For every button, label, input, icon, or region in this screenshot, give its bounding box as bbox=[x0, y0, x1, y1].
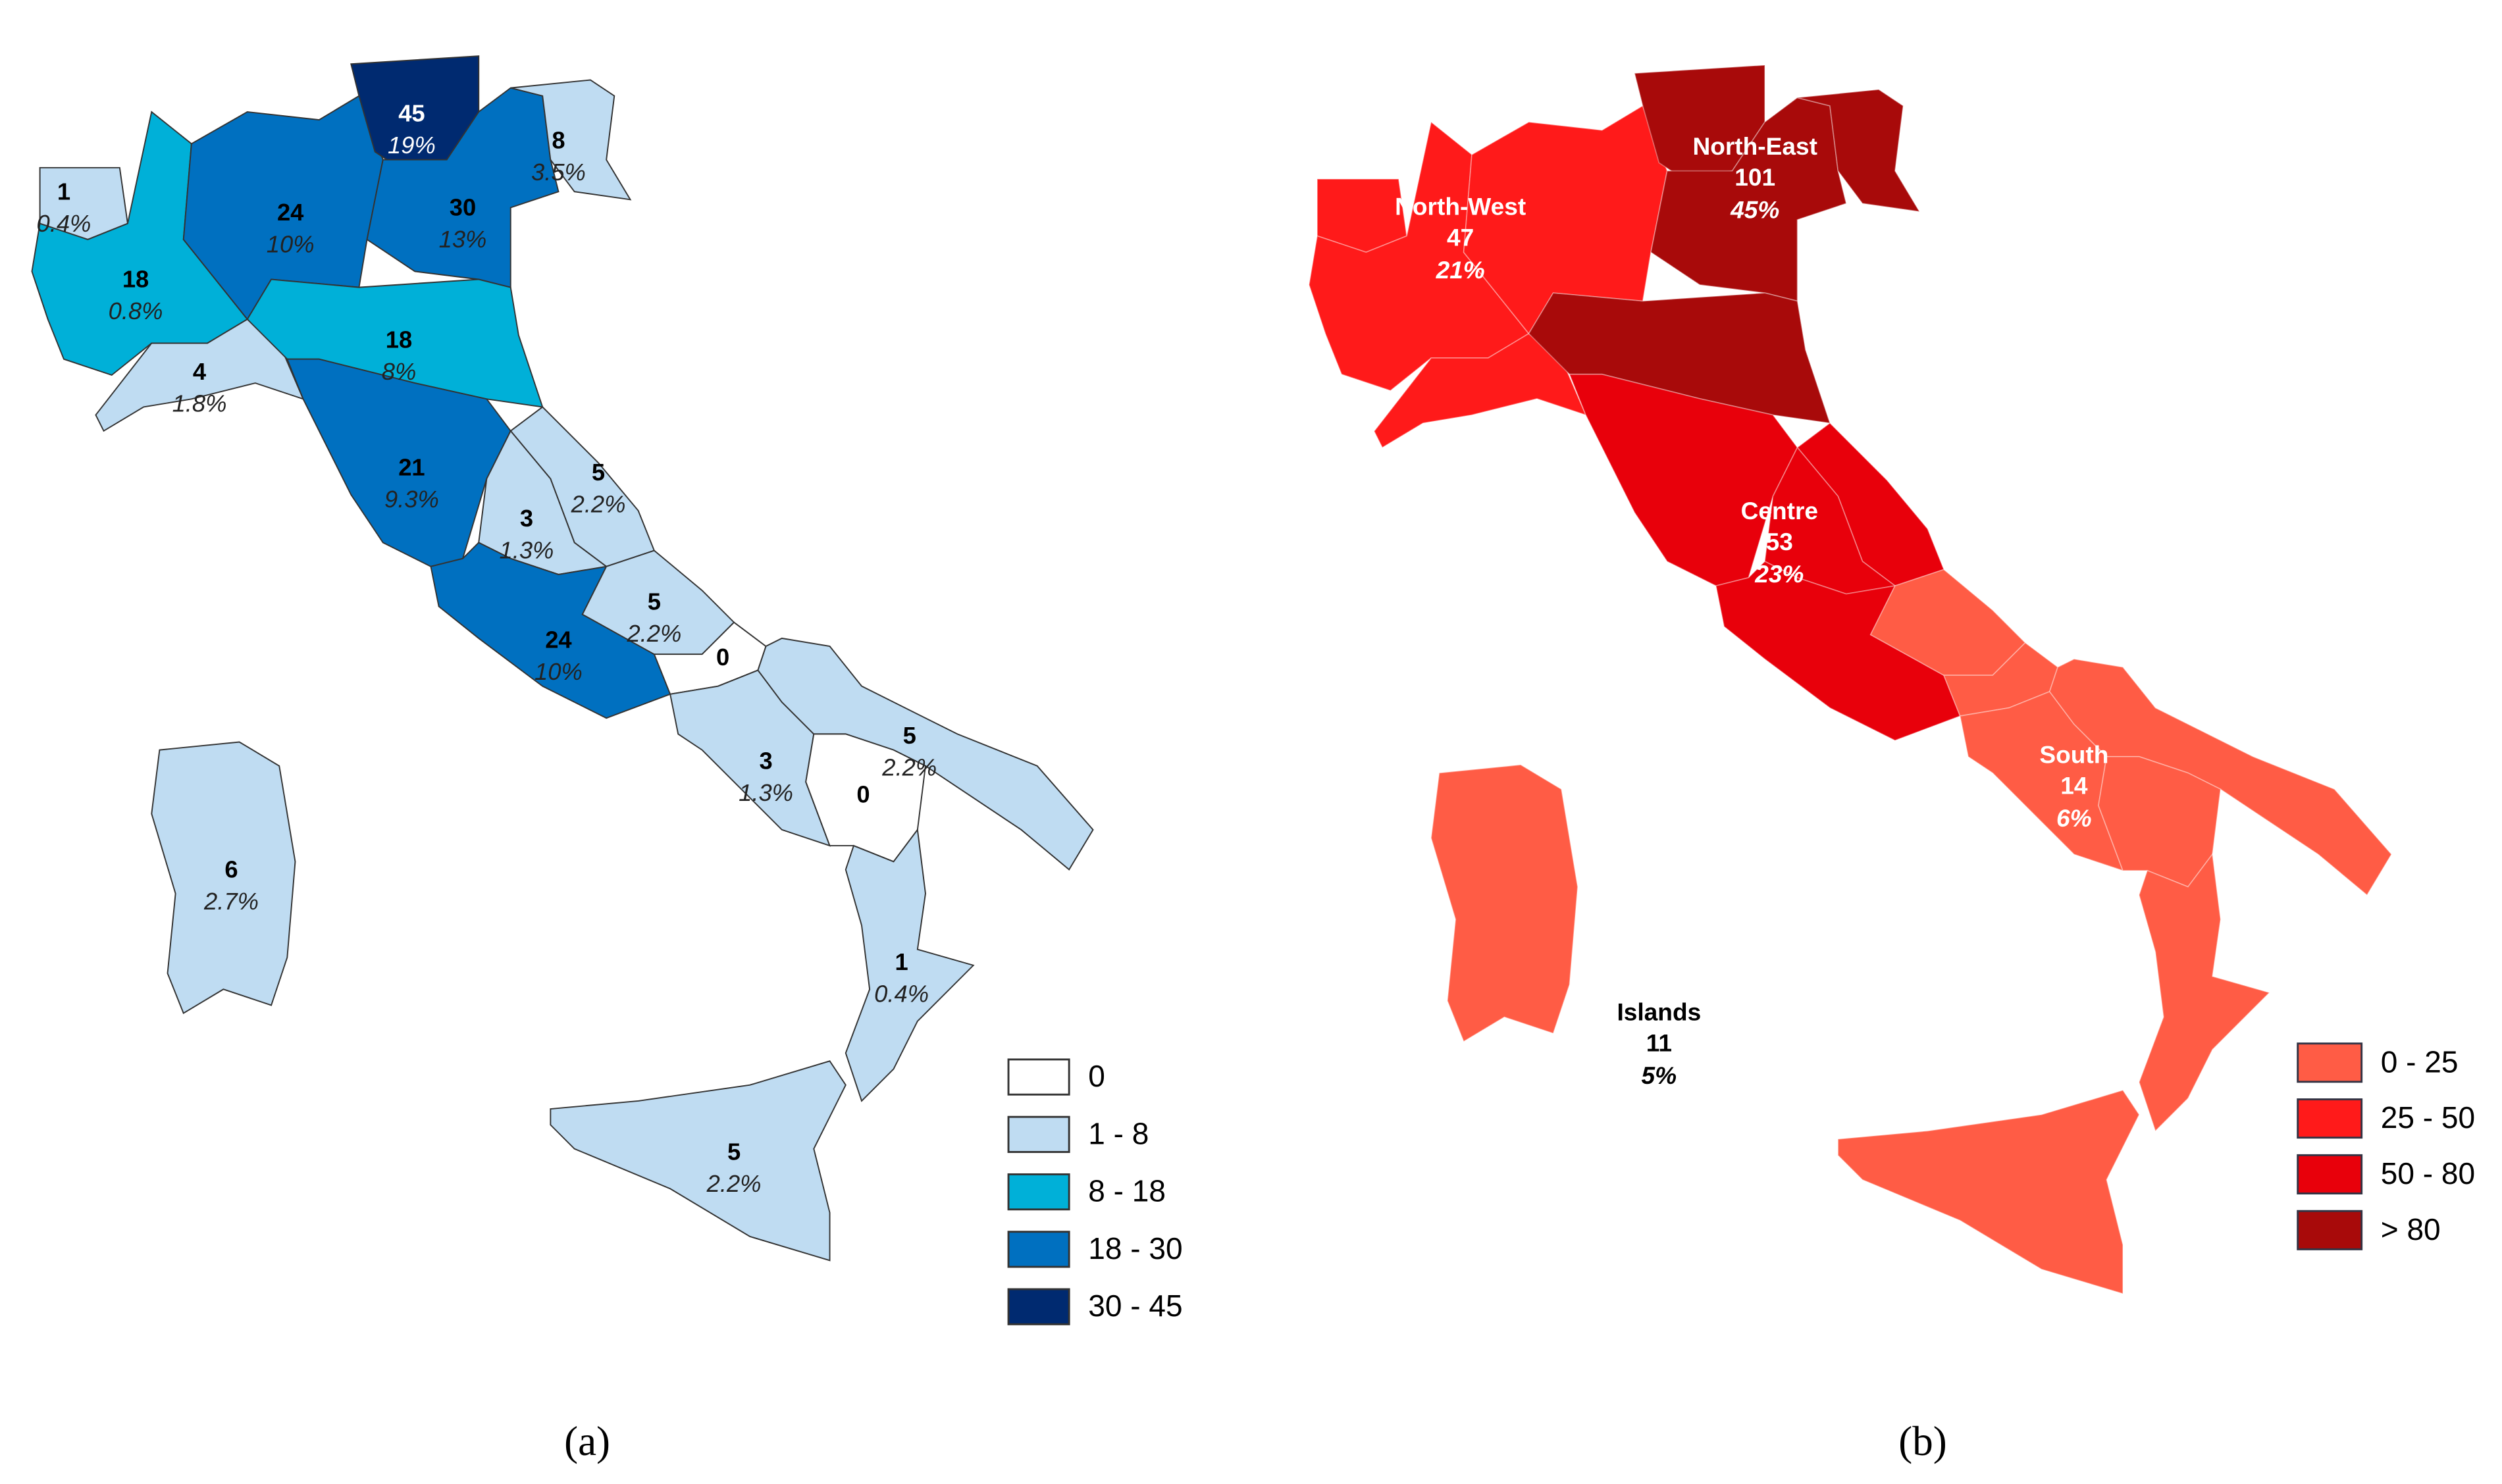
region-count: 45 bbox=[398, 100, 425, 127]
region bbox=[510, 79, 632, 201]
region-count: 5 bbox=[903, 722, 916, 749]
region-count: 14 bbox=[2060, 772, 2088, 800]
region-share: 45% bbox=[1730, 195, 1779, 223]
region-share: 1.3% bbox=[500, 537, 554, 564]
legend-label: > 80 bbox=[2381, 1212, 2441, 1246]
region-share: 10% bbox=[534, 658, 583, 685]
region bbox=[1797, 89, 1921, 213]
region bbox=[151, 741, 296, 1015]
region-count: 4 bbox=[193, 358, 207, 385]
region-share: 21% bbox=[1436, 256, 1485, 284]
region-share: 2.2% bbox=[881, 754, 937, 780]
region-name: North-West bbox=[1395, 192, 1526, 220]
region-share: 10% bbox=[267, 230, 315, 257]
region-count: 53 bbox=[1766, 528, 1793, 555]
region bbox=[1430, 764, 1578, 1042]
region bbox=[1837, 1089, 2140, 1294]
region-share: 19% bbox=[388, 132, 436, 159]
region-count: 5 bbox=[727, 1139, 741, 1165]
region-share: 5% bbox=[1642, 1062, 1677, 1089]
region bbox=[845, 828, 975, 1102]
region-count: 30 bbox=[450, 194, 476, 221]
legend-label: 8 - 18 bbox=[1088, 1174, 1166, 1208]
map-b: North-West 47 21% North-East 101 45% Centre 53 2… bbox=[1308, 64, 2393, 1294]
region-count: 3 bbox=[520, 505, 533, 532]
region-share: 8% bbox=[382, 358, 417, 385]
region-share: 3.5% bbox=[531, 159, 586, 186]
region-count: 11 bbox=[1646, 1029, 1672, 1056]
region-share: 0.4% bbox=[37, 210, 91, 237]
region-count: 5 bbox=[592, 459, 605, 486]
region-count: 18 bbox=[122, 266, 149, 293]
region-count: 21 bbox=[398, 454, 425, 481]
legend-b: 0 - 25 25 - 50 50 - 80 > 80 bbox=[2297, 1042, 2475, 1250]
region-name: Centre bbox=[1741, 497, 1818, 525]
region-count: 24 bbox=[277, 199, 304, 226]
region-share: 13% bbox=[439, 226, 487, 253]
region-count: 47 bbox=[1447, 223, 1474, 251]
legend-swatch bbox=[1007, 1058, 1070, 1096]
region-name: Islands bbox=[1617, 998, 1701, 1025]
region-count: 1 bbox=[57, 178, 70, 205]
caption-b: (b) bbox=[1898, 1418, 1946, 1464]
region-count: 24 bbox=[545, 626, 572, 653]
legend-label: 0 bbox=[1088, 1059, 1105, 1093]
region-share: 23% bbox=[1754, 560, 1804, 588]
region-count: 6 bbox=[224, 856, 238, 883]
region bbox=[2048, 658, 2393, 896]
region bbox=[366, 87, 560, 288]
region-share: 0.4% bbox=[874, 981, 929, 1008]
legend-swatch bbox=[1007, 1115, 1070, 1153]
region-name: South bbox=[2039, 741, 2108, 769]
region-count: 1 bbox=[895, 948, 908, 975]
legend-swatch bbox=[1007, 1173, 1070, 1211]
legend-a: 0 1 - 8 8 - 18 18 - 30 30 - 45 bbox=[1007, 1058, 1183, 1325]
region-count: 0 bbox=[856, 781, 870, 808]
region-count: 8 bbox=[552, 127, 565, 154]
legend-swatch bbox=[2297, 1098, 2363, 1139]
region-name: North-East bbox=[1692, 132, 1817, 160]
legend-label: 18 - 30 bbox=[1088, 1231, 1182, 1266]
region-share: 0.8% bbox=[109, 297, 163, 324]
legend-label: 0 - 25 bbox=[2381, 1044, 2459, 1079]
region-share: 6% bbox=[2056, 804, 2092, 832]
legend-swatch bbox=[2297, 1210, 2363, 1250]
caption-a: (a) bbox=[564, 1418, 610, 1464]
region-share: 1.3% bbox=[739, 779, 793, 806]
region bbox=[757, 637, 1094, 871]
legend-label: 30 - 45 bbox=[1088, 1289, 1182, 1323]
region bbox=[550, 1060, 847, 1262]
region-share: 9.3% bbox=[384, 486, 439, 513]
region-count: 5 bbox=[648, 588, 661, 615]
region-count: 0 bbox=[716, 644, 729, 671]
region-share: 2.7% bbox=[203, 888, 259, 915]
legend-swatch bbox=[2297, 1042, 2363, 1083]
region-count: 3 bbox=[759, 748, 772, 775]
region-share: 2.2% bbox=[626, 620, 681, 647]
legend-label: 1 - 8 bbox=[1088, 1116, 1149, 1150]
map-a: 10.4%180.8%41.8%2410%4519%3013%83.5%188%… bbox=[31, 55, 1094, 1262]
legend-label: 50 - 80 bbox=[2381, 1156, 2475, 1190]
legend-swatch bbox=[2297, 1154, 2363, 1194]
region-count: 18 bbox=[386, 326, 412, 353]
legend-label: 25 - 50 bbox=[2381, 1100, 2475, 1135]
legend-swatch bbox=[1007, 1288, 1070, 1325]
region-share: 1.8% bbox=[172, 390, 227, 417]
region-count: 101 bbox=[1734, 163, 1775, 191]
region bbox=[1650, 97, 1847, 302]
region-share: 2.2% bbox=[571, 490, 626, 517]
legend-swatch bbox=[1007, 1231, 1070, 1268]
region-share: 2.2% bbox=[706, 1170, 762, 1197]
region bbox=[2138, 852, 2271, 1133]
